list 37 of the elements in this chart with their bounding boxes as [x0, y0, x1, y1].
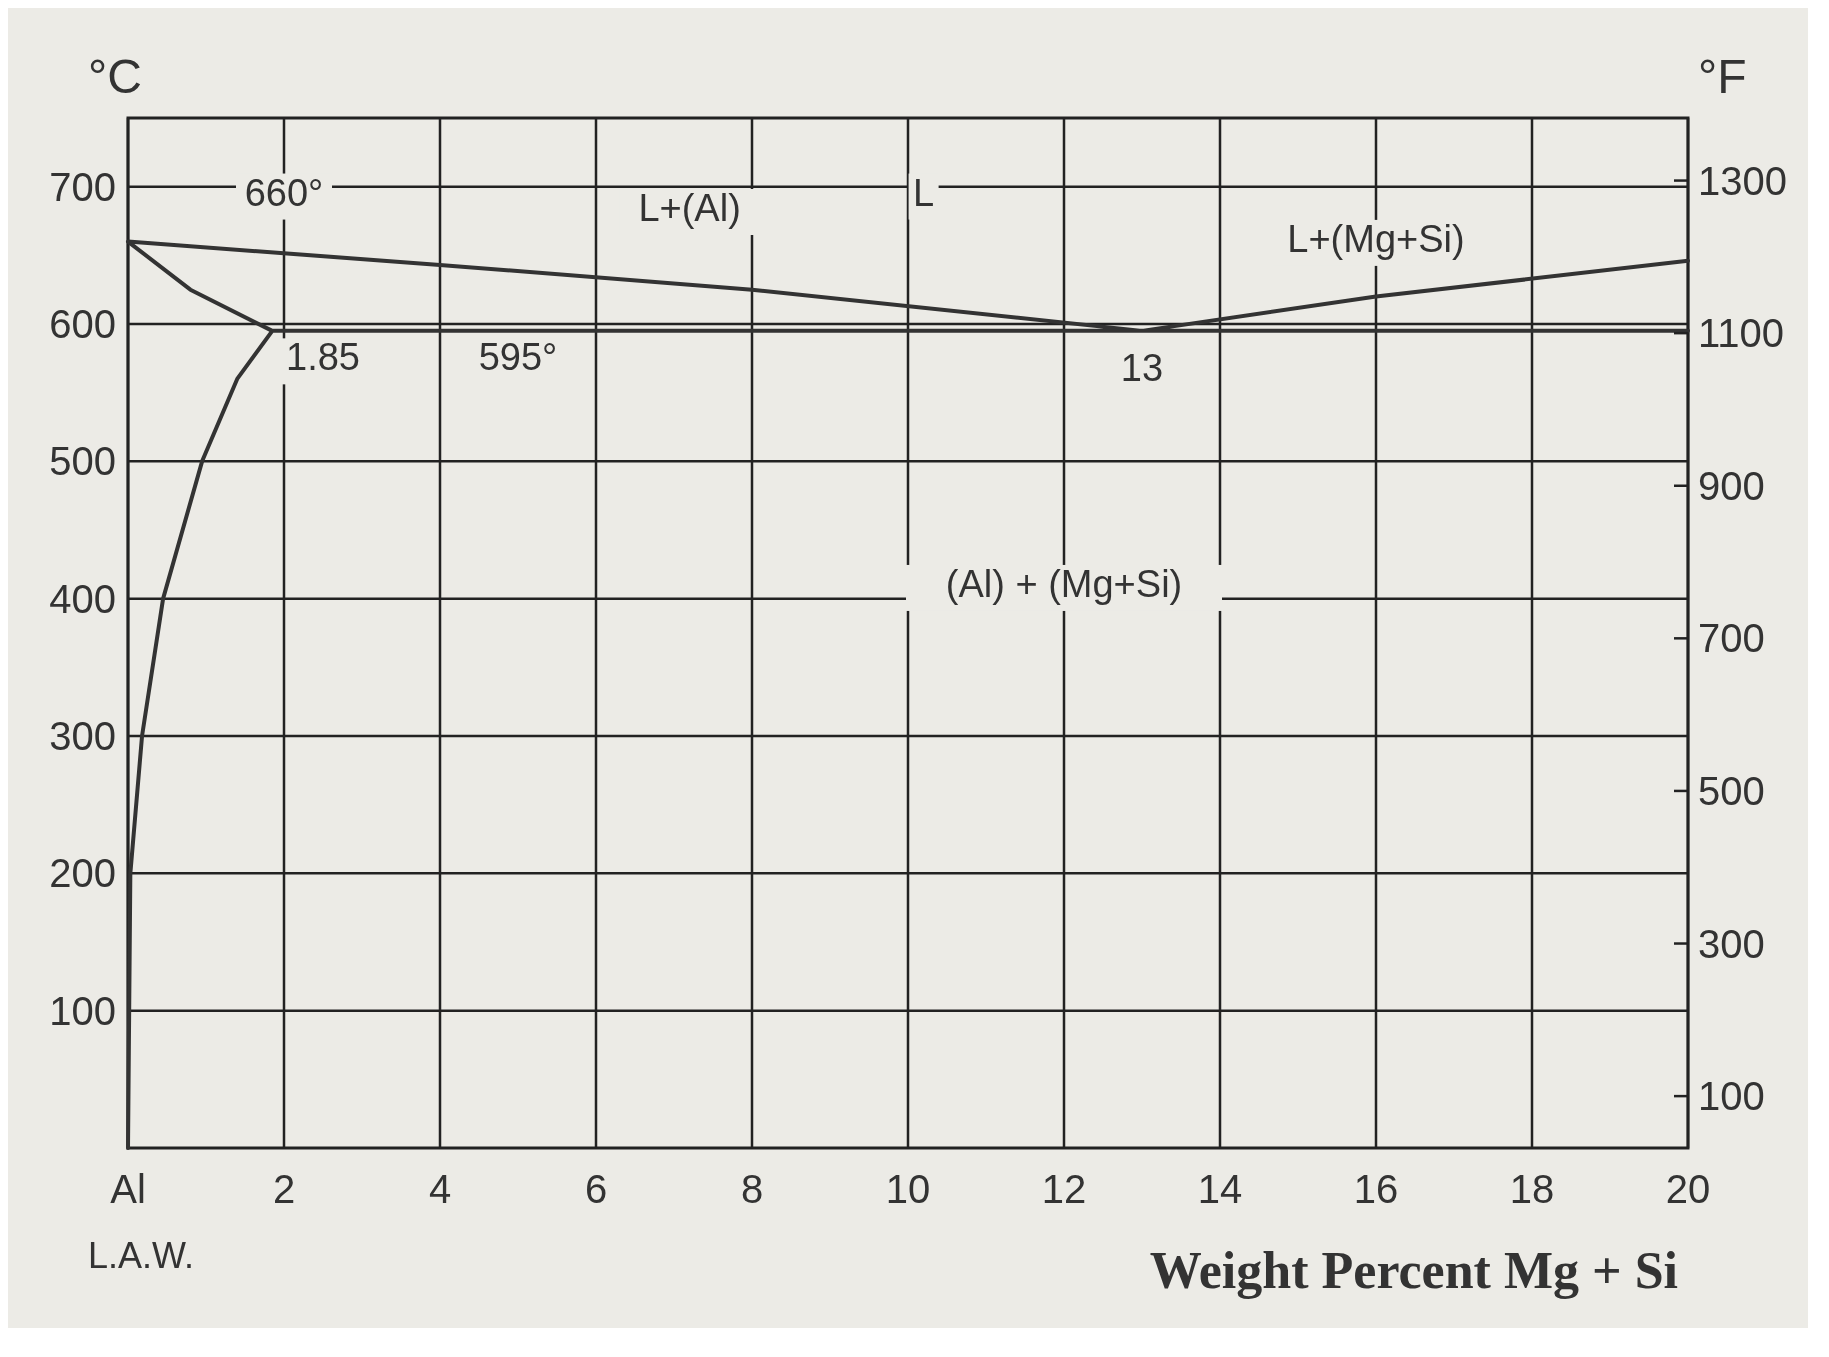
- y2-axis-title: °F: [1698, 50, 1747, 103]
- y-axis-title: °C: [88, 50, 142, 103]
- x-tick-label: Al: [110, 1167, 146, 1211]
- x-tick-label: 20: [1665, 1167, 1711, 1211]
- annotation: 1.85: [286, 336, 360, 379]
- x-axis-title: Weight Percent Mg + Si: [1149, 1242, 1678, 1299]
- y-tick-label: 400: [49, 576, 116, 621]
- y2-tick-label: 100: [1698, 1074, 1765, 1119]
- y-tick-label: 100: [49, 988, 116, 1033]
- y-tick-label: 200: [49, 851, 116, 896]
- annotation: 595°: [478, 336, 558, 379]
- y2-tick-label: 300: [1698, 921, 1765, 966]
- annotation: L: [913, 171, 935, 214]
- x-tick-label: 8: [740, 1167, 764, 1211]
- y-tick-label: 300: [49, 714, 116, 758]
- y2-tick-label: 900: [1698, 463, 1765, 508]
- x-tick-label: 12: [1041, 1167, 1087, 1211]
- annotation: L+(Mg+Si): [1287, 217, 1465, 260]
- y-tick-label: 700: [49, 164, 116, 209]
- y2-tick-label: 1300: [1698, 158, 1787, 203]
- annotation: L+(Al): [638, 187, 741, 229]
- y2-tick-label: 1100: [1698, 311, 1785, 356]
- y-tick-label: 500: [49, 439, 116, 484]
- y2-tick-label: 700: [1698, 616, 1765, 661]
- annotation: (Al) + (Mg+Si): [945, 562, 1183, 605]
- text: L.A.W.: [88, 1235, 195, 1276]
- y2-tick-label: 500: [1698, 768, 1765, 813]
- x-tick-label: 2: [272, 1167, 296, 1211]
- x-tick-label: 10: [885, 1167, 931, 1211]
- annotation: 660°: [244, 171, 324, 214]
- annotation: 13: [1120, 346, 1164, 389]
- x-tick-label: 16: [1353, 1167, 1399, 1211]
- x-tick-label: 6: [584, 1167, 608, 1211]
- x-tick-label: 4: [428, 1167, 452, 1211]
- x-tick-label: 18: [1509, 1167, 1555, 1211]
- x-tick-label: 14: [1197, 1167, 1243, 1211]
- y-tick-label: 600: [49, 302, 116, 346]
